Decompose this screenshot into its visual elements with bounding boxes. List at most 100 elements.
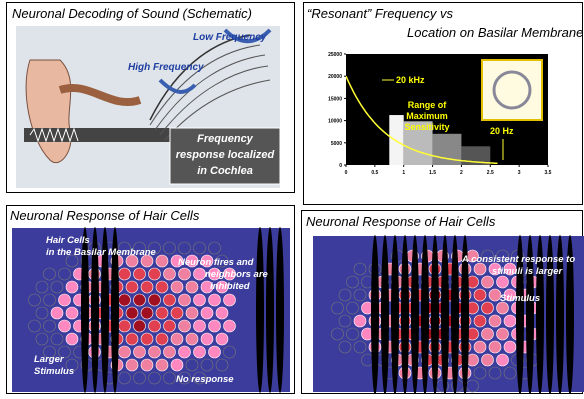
- hair-cell: [194, 294, 206, 306]
- hair-cell: [216, 307, 228, 319]
- hair-cell: [149, 320, 161, 332]
- hair-cell: [119, 346, 131, 358]
- hair-cell: [474, 341, 486, 353]
- label: No response: [176, 374, 234, 385]
- hair-cell: [482, 328, 494, 340]
- hair-cell: [354, 315, 366, 327]
- hair-cell: [179, 346, 191, 358]
- hair-cell: [179, 294, 191, 306]
- hair-cell: [209, 320, 221, 332]
- hair-cell: [474, 289, 486, 301]
- hair-cell: [119, 294, 131, 306]
- hair-cell: [119, 320, 131, 332]
- stimulus-wave: [381, 235, 389, 394]
- hair-cell: [126, 333, 138, 345]
- hair-cell: [149, 346, 161, 358]
- label: 20 kHz: [396, 75, 425, 85]
- hair-cell: [224, 320, 236, 332]
- x-tick-label: 2.5: [487, 170, 494, 176]
- y-tick-label: 20000: [328, 74, 342, 80]
- hair-cell: [224, 294, 236, 306]
- x-tick-label: 3: [518, 170, 521, 176]
- y-tick-label: 15000: [328, 96, 342, 102]
- label: Hair Cells: [46, 235, 90, 246]
- hair-cell: [194, 346, 206, 358]
- stimulus-wave: [371, 235, 379, 394]
- x-tick-label: 3.5: [545, 170, 552, 176]
- hair-cell: [141, 307, 153, 319]
- hair-cell: [156, 333, 168, 345]
- hair-cell: [66, 307, 78, 319]
- hair-cell: [59, 320, 71, 332]
- hair-cell: [497, 276, 509, 288]
- hair-cell: [201, 307, 213, 319]
- hair-cell: [141, 333, 153, 345]
- hair-cell: [134, 294, 146, 306]
- hair-cell: [482, 276, 494, 288]
- hair-cell: [164, 320, 176, 332]
- x-tick-label: 1.5: [429, 170, 436, 176]
- hair-cell: [209, 294, 221, 306]
- stimulus-wave: [451, 235, 459, 394]
- label: inhibited: [210, 281, 250, 292]
- label: Maximum: [406, 111, 448, 121]
- label: Low Frequency: [193, 32, 267, 43]
- label: Stimulus: [34, 366, 74, 377]
- hair-cell: [171, 281, 183, 293]
- label: A consistent response to: [461, 254, 575, 265]
- label: 20 Hz: [490, 126, 514, 136]
- frequency-chart: 050001000015000200002500000.511.522.533.…: [328, 52, 552, 176]
- stimulus-wave: [391, 235, 399, 394]
- panel-title: Neuronal Response of Hair Cells: [306, 214, 496, 229]
- hair-cell: [171, 333, 183, 345]
- label: Range of: [408, 100, 448, 110]
- x-tick-label: 2: [460, 170, 463, 176]
- hair-cell: [504, 341, 516, 353]
- stimulus-wave: [441, 235, 449, 394]
- label: neighbors are: [205, 269, 269, 280]
- callout-text: response localized: [176, 149, 275, 161]
- hair-cell: [194, 268, 206, 280]
- label: Neuron fires and: [178, 257, 254, 268]
- x-tick-label: 0: [345, 170, 348, 176]
- hair-cell: [179, 320, 191, 332]
- hair-cell: [119, 268, 131, 280]
- callout-text: in Cochlea: [197, 165, 253, 177]
- hair-cell: [51, 307, 63, 319]
- label: in the Basilar Membrane: [46, 247, 157, 258]
- sensitivity-band: [389, 115, 403, 165]
- hair-cell: [134, 320, 146, 332]
- hair-cell: [474, 315, 486, 327]
- hair-cell: [149, 294, 161, 306]
- hair-cell: [171, 307, 183, 319]
- callout-text: Frequency: [197, 133, 254, 145]
- hair-cell: [179, 268, 191, 280]
- hair-cell: [134, 346, 146, 358]
- panel-title: Neuronal Decoding of Sound (Schematic): [12, 6, 252, 21]
- hair-cell: [186, 281, 198, 293]
- y-tick-label: 0: [339, 163, 342, 169]
- hair-cell: [497, 328, 509, 340]
- stimulus-wave: [411, 235, 419, 394]
- x-tick-label: 0.5: [371, 170, 378, 176]
- hair-cell: [134, 268, 146, 280]
- hair-cell: [489, 315, 501, 327]
- panel-title: Neuronal Response of Hair Cells: [10, 208, 200, 223]
- slides: Neuronal Decoding of Sound (Schematic) L…: [0, 0, 584, 394]
- hair-cell: [482, 354, 494, 366]
- hair-cell: [216, 333, 228, 345]
- hair-cell: [489, 341, 501, 353]
- hair-cell: [126, 359, 138, 371]
- label: Sensitivity: [404, 122, 449, 132]
- panel-title: “Resonant” Frequency vs: [307, 6, 453, 21]
- hair-cell: [156, 359, 168, 371]
- hair-cell: [164, 346, 176, 358]
- hair-cell: [156, 255, 168, 267]
- hair-cell: [126, 307, 138, 319]
- hair-cell: [164, 294, 176, 306]
- hair-cell: [126, 281, 138, 293]
- hair-cell: [59, 294, 71, 306]
- y-tick-label: 10000: [328, 119, 342, 125]
- label: Larger: [34, 354, 65, 365]
- hair-cell: [141, 359, 153, 371]
